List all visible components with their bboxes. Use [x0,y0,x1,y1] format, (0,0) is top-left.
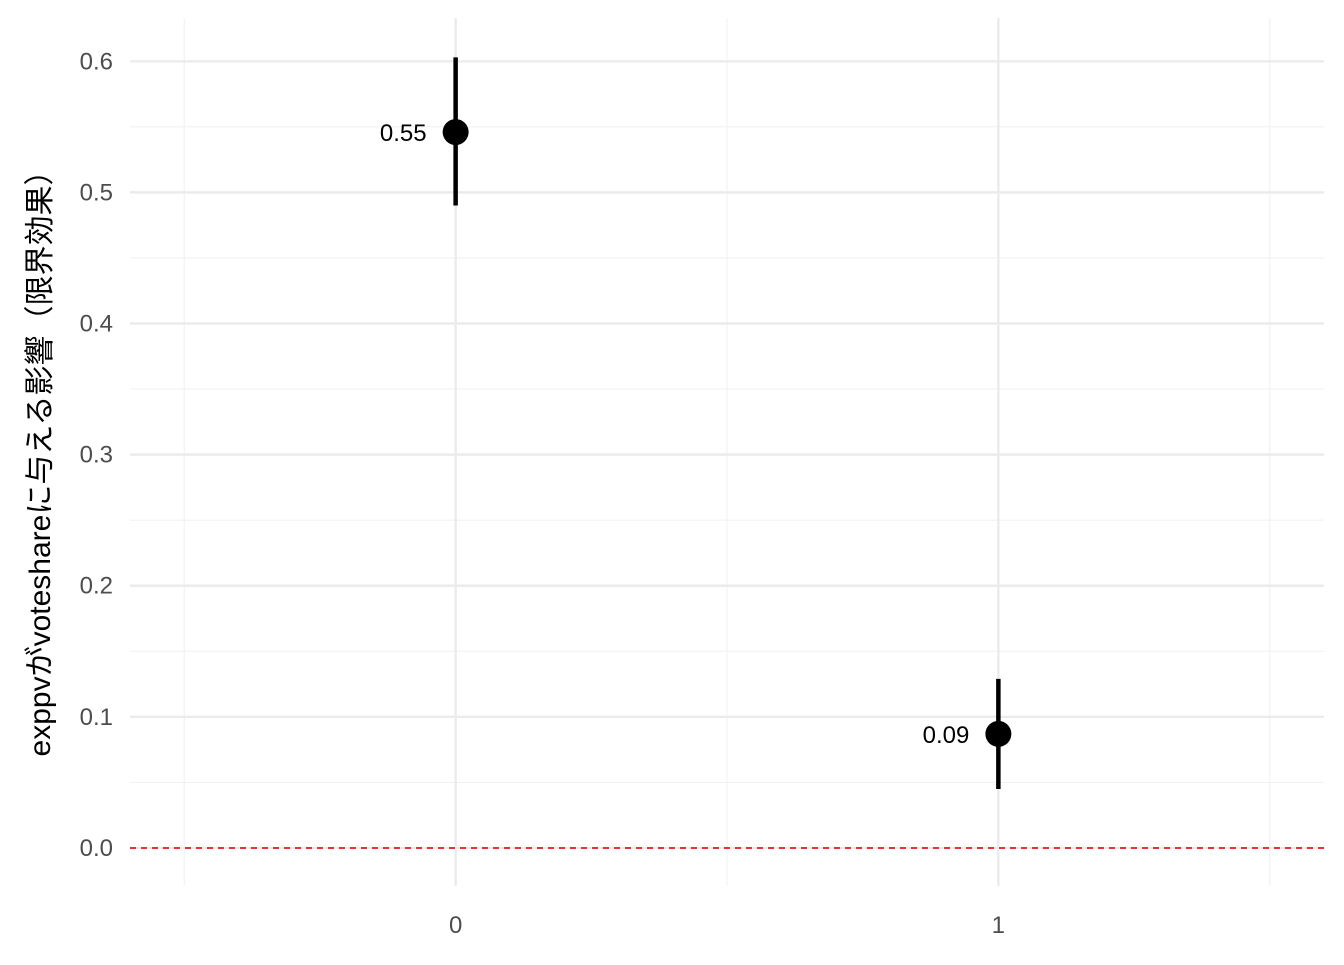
y-tick-label: 0.1 [80,704,113,731]
y-tick-label: 0.4 [80,311,113,338]
mark-layer: 0.55 0.09 [380,57,1012,789]
x-tick-label: 1 [992,912,1005,939]
x-tick-label: 0 [449,912,462,939]
estimate-point [985,720,1012,747]
y-tick-label: 0.0 [80,835,113,862]
y-tick-label: 0.2 [80,573,113,600]
y-tick-label: 0.5 [80,179,113,206]
estimate-label: 0.55 [380,120,427,147]
y-tick-label: 0.3 [80,442,113,469]
estimate-point [442,119,469,146]
grid-layer [130,18,1324,886]
y-tick-label: 0.6 [80,48,113,75]
estimate-label: 0.09 [923,722,970,749]
tick-layer: 0.0 0.1 0.2 0.3 0.4 0.5 0.6 0 1 [80,48,1005,939]
y-axis-title: exppvがvoteshareに与える影響（限界効果） [24,156,57,757]
